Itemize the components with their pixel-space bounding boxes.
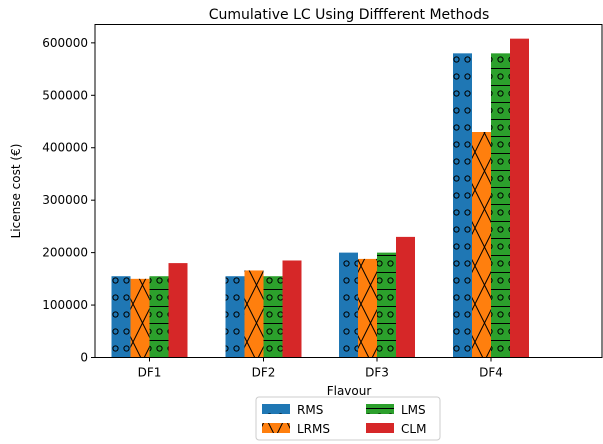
y-axis-label: License cost (€) <box>9 144 23 239</box>
bar-clm-df3 <box>396 236 415 358</box>
bars-group <box>111 38 529 358</box>
bar-clm-df1 <box>168 263 188 358</box>
legend: RMS LRMS LMS CLM <box>255 396 441 441</box>
x-axis: DF1 DF2 DF3 DF4 <box>138 357 503 380</box>
x-tick-label: DF1 <box>138 366 162 380</box>
y-tick-label: 500000 <box>42 88 88 102</box>
bar-lms-df2 <box>263 276 283 358</box>
bar-lms-df4 <box>491 53 510 358</box>
bar-lms-df3 <box>377 252 396 358</box>
legend-swatch <box>366 423 394 433</box>
bar-lms-df1 <box>149 276 169 358</box>
legend-item-rms: RMS <box>262 403 323 417</box>
legend-item-clm: CLM <box>366 422 426 436</box>
y-tick-label: 200000 <box>42 246 88 260</box>
bar-clm-df4 <box>510 38 529 358</box>
legend-label: CLM <box>401 422 426 436</box>
y-tick-label: 400000 <box>42 141 88 155</box>
legend-label: LMS <box>401 403 426 417</box>
legend-item-lms: LMS <box>366 403 426 417</box>
y-tick-label: 0 <box>80 351 88 365</box>
bar-lrms-df4 <box>472 132 491 358</box>
bar-rms-df3 <box>339 252 358 358</box>
y-axis: 0 100000 200000 300000 400000 500000 600000 <box>42 36 95 365</box>
bar-clm-df2 <box>282 260 302 358</box>
y-tick-label: 600000 <box>42 36 88 50</box>
x-tick-label: DF2 <box>252 366 276 380</box>
y-tick-label: 300000 <box>42 193 88 207</box>
x-tick-label: DF4 <box>479 366 503 380</box>
x-tick-label: DF3 <box>365 366 389 380</box>
chart-title: Cumulative LC Using Diffferent Methods <box>209 7 490 23</box>
bar-lrms-df3 <box>358 258 377 358</box>
legend-label: LRMS <box>297 422 330 436</box>
x-axis-label: Flavour <box>327 384 372 398</box>
legend-label: RMS <box>297 403 323 417</box>
bar-lrms-df1 <box>130 278 150 358</box>
bar-lrms-df2 <box>244 270 264 358</box>
bar-rms-df4 <box>453 53 472 358</box>
legend-item-lrms: LRMS <box>262 422 330 436</box>
plot-area-frame <box>94 24 603 358</box>
bar-rms-df2 <box>225 276 245 358</box>
bar-rms-df1 <box>111 276 131 358</box>
y-tick-label: 100000 <box>42 298 88 312</box>
